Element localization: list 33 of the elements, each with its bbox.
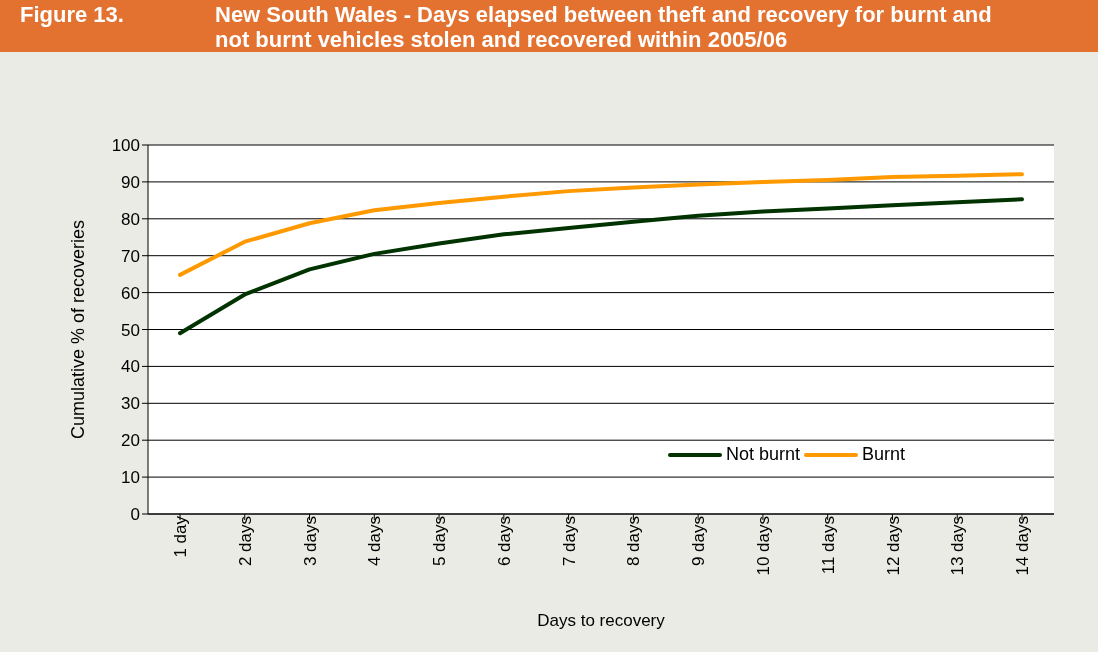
y-axis-title: Cumulative % of recoveries bbox=[68, 219, 89, 440]
x-tick-label: 13 days bbox=[948, 516, 968, 576]
y-tick-label: 50 bbox=[121, 320, 140, 340]
y-tick-label: 20 bbox=[121, 431, 140, 451]
line-series bbox=[178, 197, 1024, 336]
chart-title: New South Wales - Days elapsed between theft and recovery for burnt and not burnt vehicles stolen and recovered within 2005/06 bbox=[215, 2, 993, 52]
x-tick-label: 12 days bbox=[883, 516, 903, 576]
y-tick-label: 80 bbox=[121, 209, 140, 229]
x-tick-label: 1 day bbox=[171, 515, 191, 558]
x-tick-label: 11 days bbox=[818, 516, 838, 575]
x-tick-label: 6 days bbox=[494, 516, 514, 567]
y-tick-label: 10 bbox=[121, 468, 140, 488]
legend-label: Not burnt bbox=[726, 444, 801, 465]
y-tick-label: 90 bbox=[121, 172, 140, 192]
y-tick-label: 0 bbox=[130, 505, 140, 525]
x-tick-label: 10 days bbox=[753, 516, 773, 576]
y-tick-label: 60 bbox=[121, 283, 140, 303]
y-tick-label: 100 bbox=[111, 136, 140, 156]
x-tick-label: 4 days bbox=[365, 516, 385, 567]
x-tick-label: 3 days bbox=[300, 516, 320, 567]
x-tick-label: 9 days bbox=[689, 516, 709, 567]
caption: Figure 13. bbox=[20, 2, 124, 27]
x-tick-label: 2 days bbox=[235, 516, 255, 567]
y-tick-label: 40 bbox=[121, 357, 140, 377]
x-tick-label: 14 days bbox=[1013, 516, 1033, 576]
x-tick-label: 8 days bbox=[624, 516, 644, 567]
y-tick-label: 70 bbox=[121, 246, 140, 266]
x-axis-title: Days to recovery bbox=[537, 611, 666, 630]
y-tick-label: 30 bbox=[121, 394, 140, 414]
x-tick-label: 5 days bbox=[430, 516, 450, 567]
line-series bbox=[178, 172, 1024, 277]
legend-label: Burnt bbox=[862, 444, 906, 465]
x-tick-label: 7 days bbox=[559, 516, 579, 567]
